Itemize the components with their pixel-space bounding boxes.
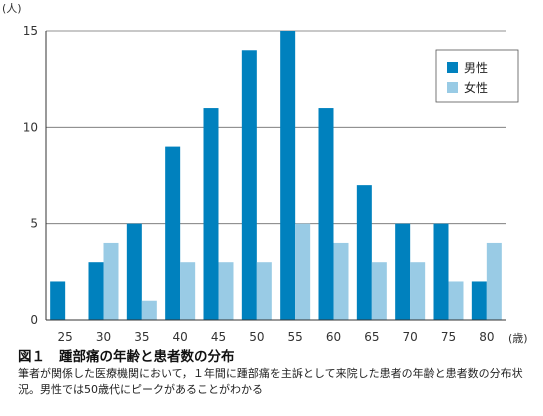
legend-label-female: 女性 [464,80,488,95]
x-tick-label: 70 [403,330,418,344]
figure-title: 図１ 踵部痛の年齢と患者数の分布 [18,345,533,365]
legend-swatch-female [447,82,458,93]
legend-box [435,49,519,103]
y-axis-unit-label: (人) [2,2,22,15]
x-tick-label: 30 [96,330,111,344]
bar-male [126,223,142,320]
x-tick-label: 75 [441,330,456,344]
x-tick-label: 40 [173,330,188,344]
y-tick-label: 5 [30,217,38,231]
bar-female [486,242,502,320]
bar-male [318,108,334,320]
legend-label-male: 男性 [464,61,488,75]
bar-female [141,300,157,320]
figure-number: 図１ [18,349,45,365]
x-tick-label: 55 [288,330,303,344]
bar-male [395,223,411,320]
x-tick-label: 80 [479,330,494,344]
bar-female [333,242,349,320]
bars [50,31,502,321]
bar-male [241,50,257,321]
axes: 0 5 10 15 25 30 35 40 45 50 55 60 65 70 75 80 [23,24,506,344]
bar-male [203,108,219,320]
bar-female [448,281,464,320]
bar-female [256,262,272,320]
y-tick-label: 0 [30,313,38,327]
bar-female [180,262,196,320]
x-tick-label: 45 [211,330,226,344]
y-tick-label: 15 [23,24,38,38]
x-tick-label: 25 [58,330,73,344]
bar-female [371,262,387,320]
bar-female [218,262,234,320]
bar-chart: 0 5 10 15 25 30 35 40 45 50 55 60 65 70 75 80 (人) (歳) 男… [2,2,528,345]
bar-male [433,223,449,320]
grid-lines [46,30,506,225]
bar-male [165,146,181,320]
bar-male [50,281,66,320]
bar-male [88,262,104,320]
bar-male [356,185,372,320]
bar-female [410,262,426,320]
figure-title-text: 踵部痛の年齢と患者数の分布 [59,349,235,365]
y-tick-label: 10 [23,120,38,134]
legend-swatch-male [447,62,458,73]
x-tick-label: 65 [364,330,379,344]
bar-male [280,31,296,320]
bar-male [471,281,487,320]
legend: 男性 女性 [435,49,519,103]
bar-female [295,223,311,320]
x-tick-label: 35 [134,330,149,344]
x-axis-unit-label: (歳) [508,332,528,345]
x-tick-label: 60 [326,330,341,344]
bar-female [103,242,119,320]
x-tick-label: 50 [249,330,264,344]
figure-description: 筆者が関係した医療機関において，１年間に踵部痛を主訴として来院した患者の年齢と患… [18,367,523,396]
